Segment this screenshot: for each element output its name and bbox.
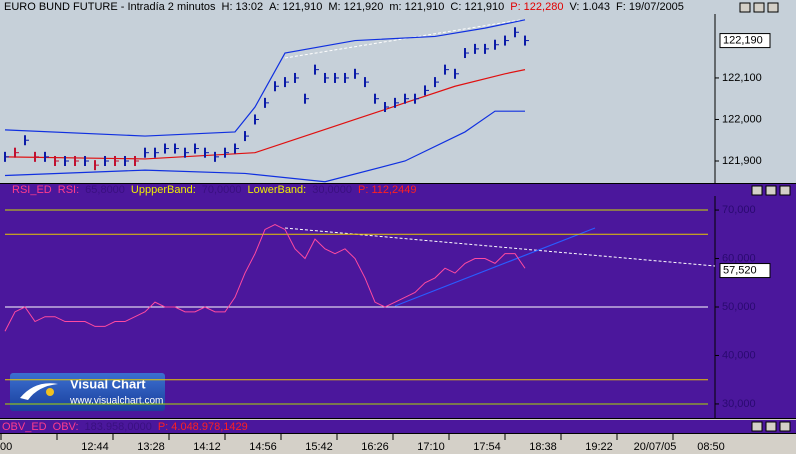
rsi-line — [4, 224, 526, 332]
window-buttons[interactable] — [739, 2, 791, 432]
time-label: 19:22 — [585, 441, 613, 453]
minimize-button[interactable] — [751, 185, 763, 196]
maximize-button[interactable] — [765, 185, 777, 196]
y-tick-label: 121,900 — [722, 155, 762, 167]
last-rsi-label: 57,520 — [723, 264, 757, 276]
time-axis — [0, 434, 796, 454]
header-item: 183.958,0000 — [85, 421, 152, 433]
time-label: 14:12 — [193, 441, 221, 453]
y-tick-label: 122,000 — [722, 113, 762, 125]
y-tick-label: 40,000 — [722, 349, 756, 361]
header-item: F: 19/07/2005 — [616, 1, 684, 13]
header-item: H: 13:02 — [222, 1, 264, 13]
y-tick-label: 60,000 — [722, 252, 756, 264]
time-label: 14:56 — [249, 441, 277, 453]
header-item: UppperBand: — [131, 184, 196, 196]
header-item: M: 121,920 — [328, 1, 383, 13]
last-rsi-box — [719, 263, 771, 279]
time-label: 17:54 — [473, 441, 501, 453]
header-item: OBV_ED — [2, 421, 47, 433]
header-item: 65,8000 — [85, 184, 125, 196]
last-price-box — [719, 33, 771, 49]
maximize-button[interactable] — [765, 421, 777, 432]
upper-band — [4, 19, 526, 137]
time-label: 18:38 — [529, 441, 557, 453]
minimize-button[interactable] — [751, 421, 763, 432]
time-label: 00 — [0, 441, 12, 453]
header-item: P: 112,2449 — [358, 184, 417, 196]
header-item: OBV: — [53, 421, 79, 433]
minimize-button[interactable] — [739, 2, 751, 13]
y-tick-label: 30,000 — [722, 398, 756, 410]
moving-average — [4, 69, 526, 160]
header-item: V: 1.043 — [569, 1, 610, 13]
panel-header: RSI_ED RSI: 65,8000 UppperBand: 70,0000 Lower… — [12, 184, 417, 196]
time-label: 08:50 — [697, 441, 725, 453]
time-label: 17:10 — [417, 441, 445, 453]
logo-swoosh — [20, 383, 58, 400]
close-button[interactable] — [779, 185, 791, 196]
logo-box — [10, 373, 165, 411]
obv-panel — [0, 420, 796, 433]
time-label: 13:28 — [137, 441, 165, 453]
panel-header: EURO BUND FUTURE - Intradía 2 minutos H: … — [4, 1, 684, 13]
y-tick-label: 70,000 — [722, 204, 756, 216]
panel-header: OBV_ED OBV: 183.958,0000 P: 4.048.978,1429 — [2, 421, 248, 433]
header-item: LowerBand: — [248, 184, 307, 196]
lower-band — [4, 110, 525, 183]
header-item: EURO BUND FUTURE - Intradía 2 minutos — [4, 1, 216, 13]
trend-line — [394, 227, 596, 307]
header-item: 30,0000 — [312, 184, 352, 196]
header-item: A: 121,910 — [269, 1, 322, 13]
time-label: 12:44 — [81, 441, 109, 453]
header-item: RSI: — [58, 184, 79, 196]
logo-url: www.visualchart.com — [69, 396, 163, 407]
header-item: 70,0000 — [202, 184, 242, 196]
close-button[interactable] — [767, 2, 779, 13]
y-tick-label: 122,100 — [722, 72, 762, 84]
header-item: P: 122,280 — [510, 1, 563, 13]
price-panel — [0, 0, 796, 183]
header-item: m: 121,910 — [389, 1, 444, 13]
header-item: C: 121,910 — [450, 1, 504, 13]
y-tick-label: 50,000 — [722, 301, 756, 313]
maximize-button[interactable] — [753, 2, 765, 13]
time-label: 16:26 — [361, 441, 389, 453]
close-button[interactable] — [779, 421, 791, 432]
time-label: 20/07/05 — [634, 441, 677, 453]
time-label: 15:42 — [305, 441, 333, 453]
logo-title: Visual Chart — [70, 376, 146, 391]
logo: Visual Chart www.visualchart.com — [10, 373, 165, 411]
header-item: RSI_ED — [12, 184, 52, 196]
logo-dot — [46, 388, 54, 396]
header-item: P: 4.048.978,1429 — [158, 421, 248, 433]
last-price-label: 122,190 — [723, 34, 763, 46]
